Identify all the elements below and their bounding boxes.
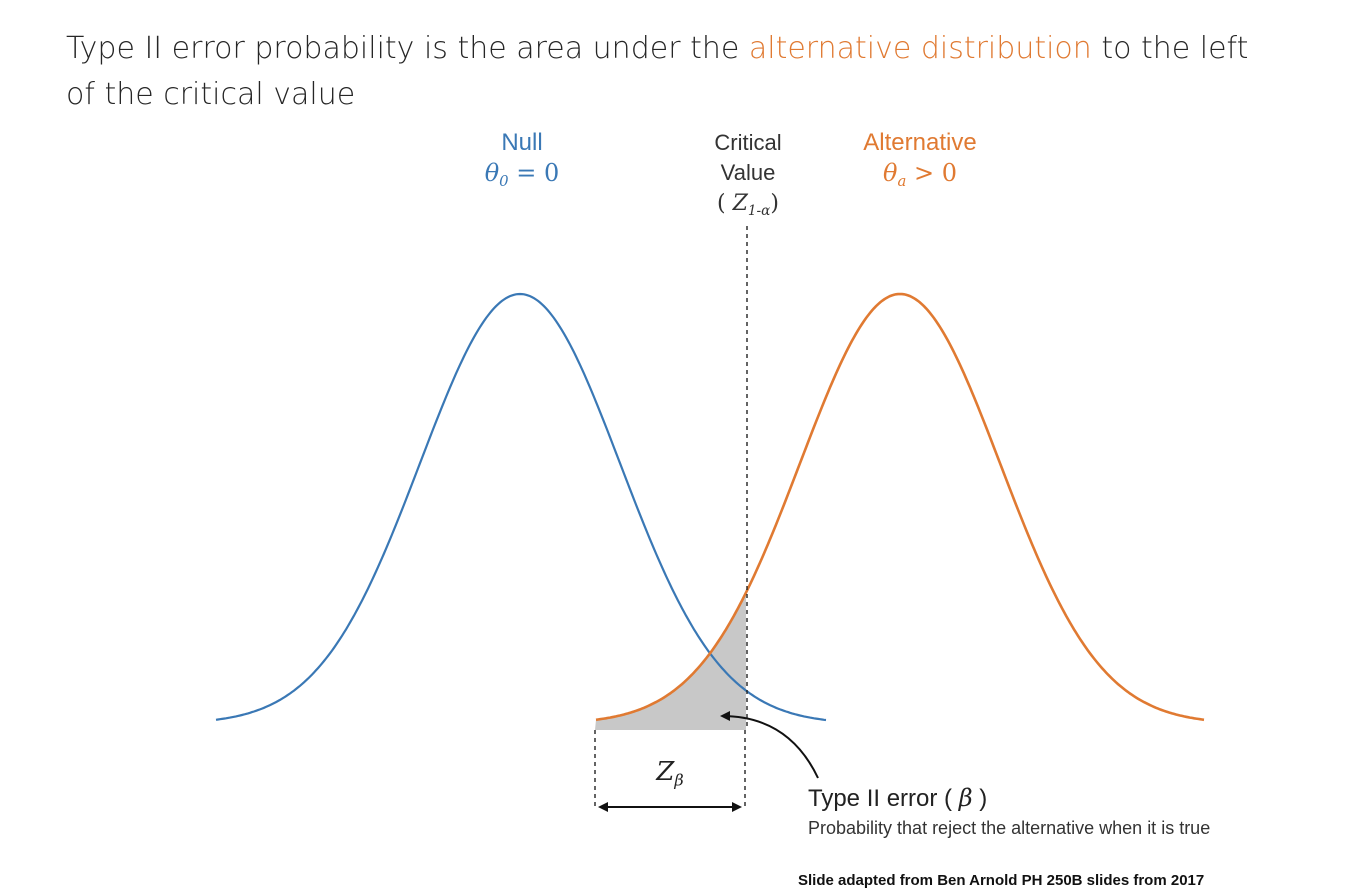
slide-title: Type II error probability is the area un… (66, 26, 1266, 118)
null-hypothesis: θ0 = 0 (484, 159, 560, 191)
null-distribution-curve (215, 292, 827, 722)
z-beta-label: Zβ (656, 757, 684, 790)
alternative-label: Alternative θa > 0 (820, 128, 1020, 196)
type-ii-error-area (595, 592, 746, 730)
slide-credit: Slide adapted from Ben Arnold PH 250B sl… (798, 872, 1205, 889)
type-ii-error-description: Probability that reject the alternative … (808, 818, 1211, 838)
critical-line1: Critical (714, 130, 782, 155)
type-ii-error-title: Type II error ( β ) (808, 784, 988, 812)
critical-value-label: Critical Value ( Z1-α) (668, 128, 828, 226)
alternative-distribution-curve (595, 292, 1205, 722)
critical-z: ( Z1-α) (717, 191, 779, 219)
title-part-1: Type II error probability is the area un… (66, 31, 749, 66)
null-label: Null θ0 = 0 (442, 128, 602, 196)
alternative-name: Alternative (863, 129, 977, 156)
pointer-arrow (720, 711, 819, 779)
title-part-2: to the left of the critical value (66, 31, 1249, 112)
null-name: Null (501, 129, 543, 156)
title-highlight: alternative distribution (748, 31, 1092, 66)
alternative-hypothesis: θa > 0 (883, 159, 957, 191)
critical-line2: Value (720, 160, 776, 185)
